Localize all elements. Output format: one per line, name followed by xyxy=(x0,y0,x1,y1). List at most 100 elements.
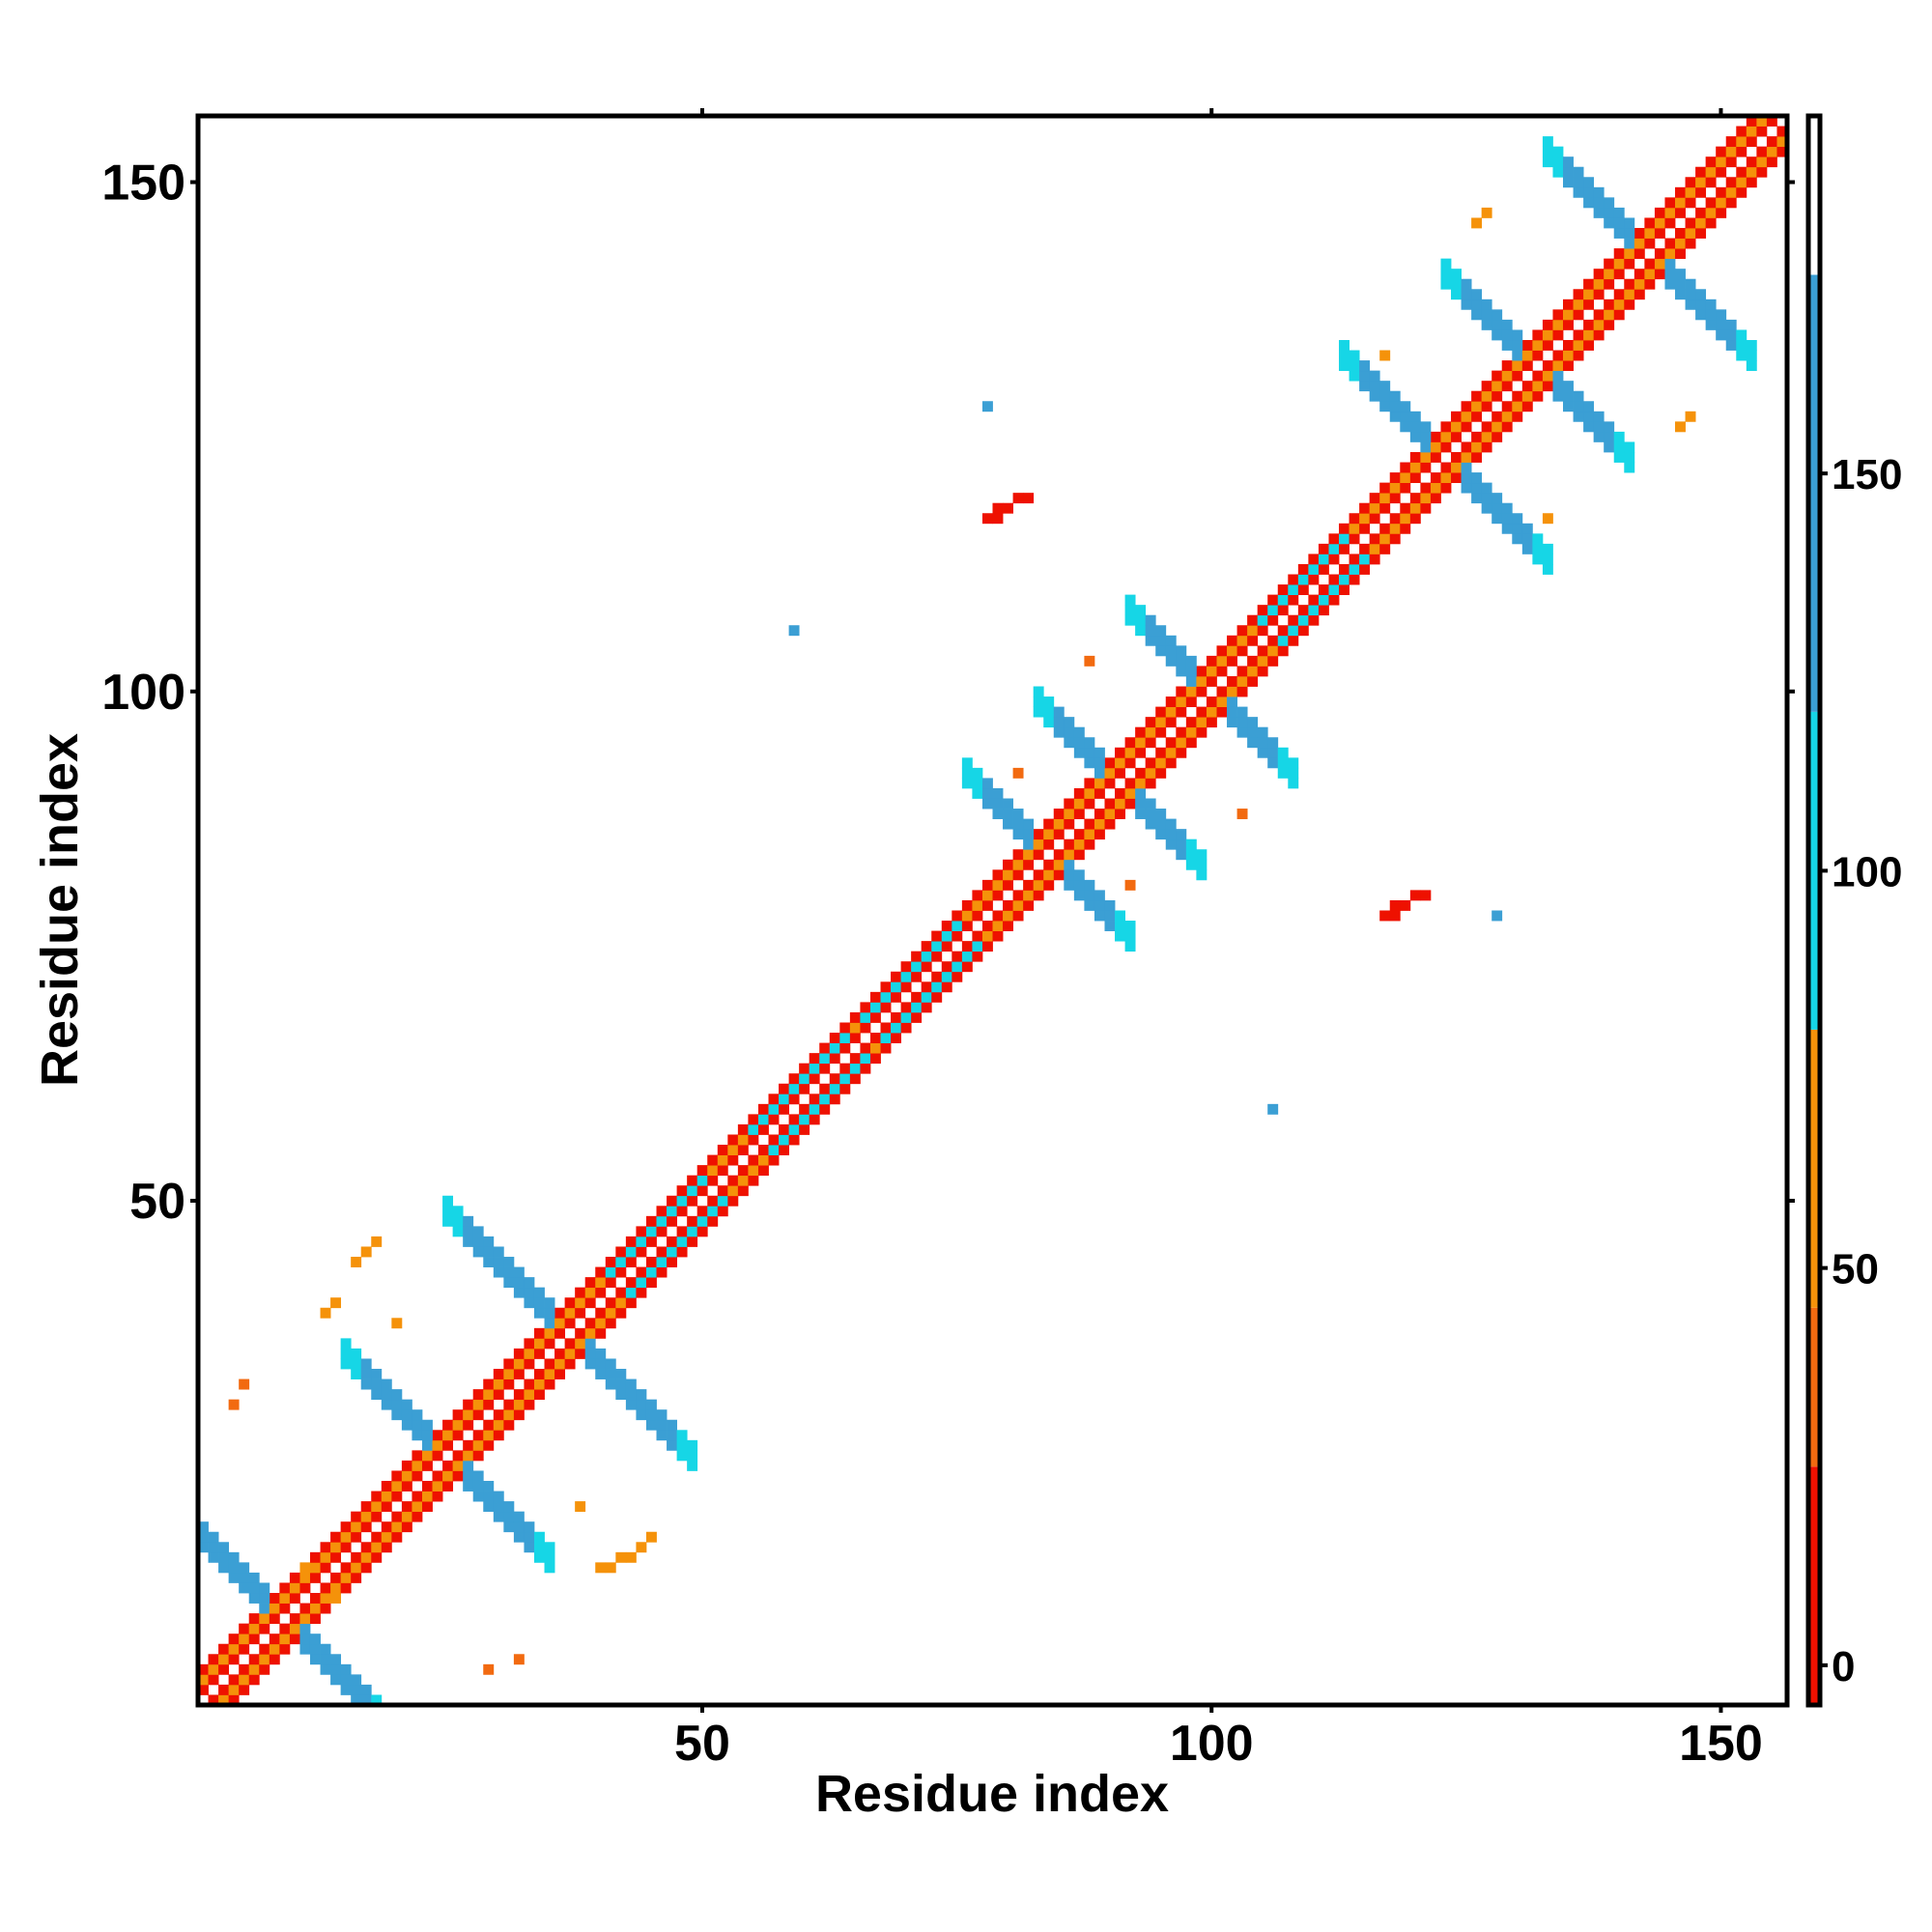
y-axis-title: Residue index xyxy=(31,733,89,1087)
heatmap-cell xyxy=(198,1521,209,1533)
heatmap-cell xyxy=(564,1338,576,1350)
heatmap-cell xyxy=(1593,431,1605,442)
heatmap-cell xyxy=(799,1103,810,1115)
heatmap-cell xyxy=(1349,563,1360,575)
heatmap-cell xyxy=(1053,869,1065,881)
heatmap-cell xyxy=(239,1684,250,1695)
heatmap-cell xyxy=(860,1042,871,1054)
heatmap-cell xyxy=(1196,849,1208,861)
heatmap-cell xyxy=(1492,411,1503,422)
heatmap-cell xyxy=(463,1460,474,1471)
heatmap-cell xyxy=(1481,441,1492,453)
heatmap-cell xyxy=(849,1073,861,1085)
heatmap-cell xyxy=(1003,910,1013,922)
heatmap-cell xyxy=(1359,563,1371,575)
heatmap-cell xyxy=(1247,635,1259,646)
heatmap-cell xyxy=(1409,421,1421,433)
heatmap-cell xyxy=(1705,217,1717,229)
heatmap-cell xyxy=(1155,635,1167,646)
heatmap-cell xyxy=(452,1419,464,1431)
heatmap-cell xyxy=(1359,370,1371,382)
heatmap-cell xyxy=(1705,197,1717,209)
heatmap-cell xyxy=(330,1531,342,1543)
heatmap-cell xyxy=(544,1358,555,1370)
heatmap-cell xyxy=(779,1145,789,1155)
heatmap-cell xyxy=(1185,666,1197,677)
heatmap-cell xyxy=(575,1307,586,1319)
heatmap-cell xyxy=(1563,319,1574,330)
heatmap-cell xyxy=(1216,686,1228,697)
heatmap-cell xyxy=(1339,563,1350,575)
heatmap-cell xyxy=(1165,818,1177,830)
heatmap-cell xyxy=(1624,217,1635,229)
heatmap-cell xyxy=(1003,899,1013,911)
heatmap-cell xyxy=(330,1572,342,1583)
heatmap-cell xyxy=(615,1266,627,1278)
heatmap-cell xyxy=(269,1593,280,1604)
heatmap-cell xyxy=(1012,869,1024,881)
heatmap-cell xyxy=(839,1033,851,1043)
heatmap-cell xyxy=(1420,451,1432,463)
heatmap-cell xyxy=(1267,757,1279,769)
heatmap-cell xyxy=(656,1257,668,1267)
heatmap-cell xyxy=(1552,146,1564,157)
heatmap-cell xyxy=(961,941,973,952)
heatmap-cell xyxy=(1267,737,1279,749)
heatmap-cell xyxy=(1532,339,1544,351)
heatmap-cell xyxy=(1003,859,1013,870)
heatmap-cell xyxy=(1155,726,1167,738)
heatmap-cell xyxy=(330,1551,342,1563)
heatmap-cell xyxy=(1461,411,1472,422)
heatmap-cell xyxy=(1359,543,1371,554)
heatmap-cell xyxy=(533,1369,545,1379)
heatmap-cell xyxy=(1440,421,1452,433)
heatmap-cell xyxy=(564,1307,576,1319)
x-axis-ticks: 50 100 150 xyxy=(674,108,1763,1772)
heatmap-cell xyxy=(218,1643,230,1655)
heatmap-cell xyxy=(1451,411,1462,422)
heatmap-cell xyxy=(1604,278,1615,290)
heatmap-cell xyxy=(1552,390,1564,402)
heatmap-cell xyxy=(259,1613,270,1625)
heatmap-cell xyxy=(1736,146,1747,157)
heatmap-cell xyxy=(676,1450,688,1462)
heatmap-cell xyxy=(198,1674,209,1686)
heatmap-cell xyxy=(1675,289,1686,300)
heatmap-cell xyxy=(1563,156,1574,168)
heatmap-cell xyxy=(1349,370,1360,382)
heatmap-cell xyxy=(524,1378,535,1390)
heatmap-cell xyxy=(198,1684,209,1695)
heatmap-cell xyxy=(1124,787,1136,799)
heatmap-cell xyxy=(900,1002,912,1013)
heatmap-cell xyxy=(432,1450,443,1462)
heatmap-cell xyxy=(1675,207,1686,218)
heatmap-cell xyxy=(584,1358,596,1370)
heatmap-cell xyxy=(218,1684,230,1695)
heatmap-cell xyxy=(981,787,993,799)
heatmap-cell xyxy=(1400,462,1411,473)
heatmap-cell xyxy=(381,1378,392,1390)
heatmap-cell xyxy=(849,1011,861,1023)
heatmap-cell xyxy=(412,1409,423,1421)
heatmap-cell xyxy=(1389,513,1401,525)
heatmap-cell xyxy=(1634,238,1645,249)
heatmap-cell xyxy=(533,1531,545,1543)
heatmap-cell xyxy=(645,1226,657,1237)
heatmap-cell xyxy=(1094,767,1105,779)
heatmap-cell xyxy=(472,1409,484,1421)
heatmap-cell xyxy=(687,1215,698,1227)
heatmap-cell xyxy=(992,890,1004,901)
heatmap-cell xyxy=(1124,930,1136,942)
heatmap-cell xyxy=(779,1134,789,1146)
heatmap-cell xyxy=(1124,798,1136,810)
heatmap-cell xyxy=(248,1572,260,1583)
heatmap-cell xyxy=(1736,177,1747,188)
heatmap-cell xyxy=(768,1103,780,1115)
heatmap-cell xyxy=(483,1257,495,1267)
heatmap-cell xyxy=(645,1277,657,1289)
heatmap-cell xyxy=(1492,910,1503,922)
heatmap-cell xyxy=(1053,717,1065,728)
heatmap-cell xyxy=(1073,838,1085,850)
heatmap-cell xyxy=(564,1348,576,1359)
heatmap-cell xyxy=(667,1439,677,1451)
